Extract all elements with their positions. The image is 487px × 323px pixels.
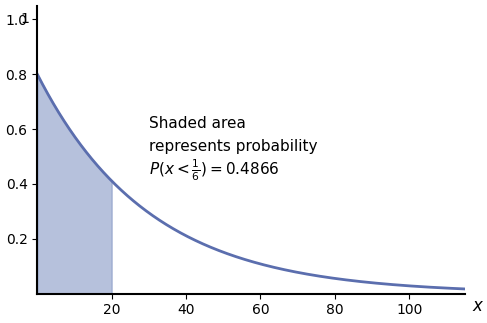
Text: $P(x < \frac{1}{6}) = 0.4866$: $P(x < \frac{1}{6}) = 0.4866$ <box>149 157 280 183</box>
Text: x: x <box>472 297 482 315</box>
Text: represents probability: represents probability <box>149 140 318 154</box>
Text: Shaded area: Shaded area <box>149 116 246 131</box>
Text: 1: 1 <box>20 12 29 26</box>
